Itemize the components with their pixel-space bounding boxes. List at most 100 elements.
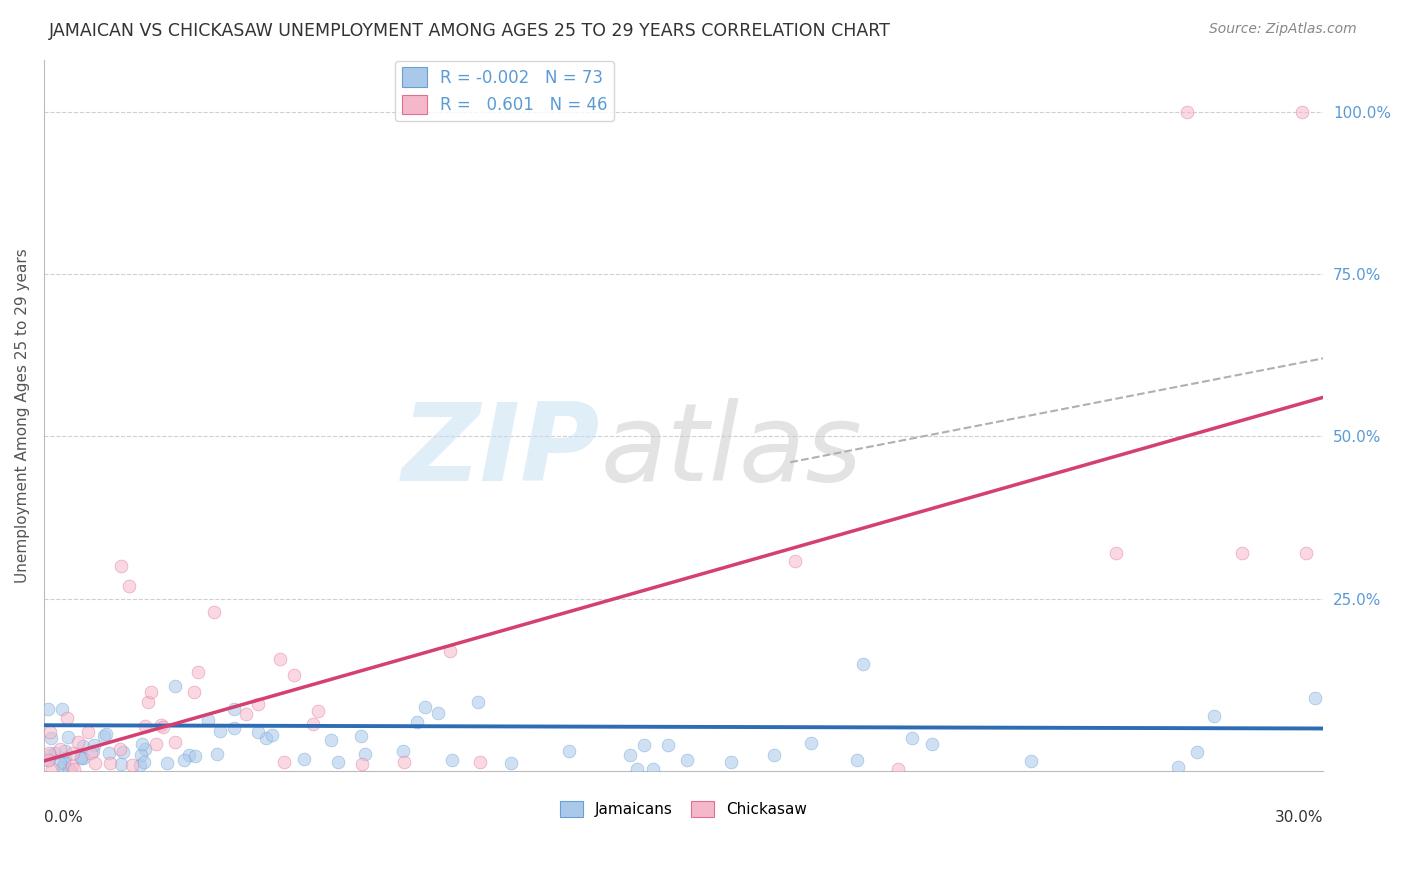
Point (51, 760, 73, 774)
Point (110, 559, 132, 574)
Point (557, 744, 579, 758)
Point (1232, 546, 1254, 560)
Point (121, 757, 143, 772)
Point (886, 762, 908, 776)
Point (720, 756, 742, 770)
Point (846, 753, 869, 767)
Point (499, 756, 522, 770)
Point (1202, 709, 1225, 723)
Point (62, 746, 84, 760)
Point (38, 725, 60, 739)
Point (269, 652, 291, 666)
Point (76, 725, 98, 739)
Point (321, 732, 343, 747)
Point (1295, 546, 1317, 560)
Point (52, 756, 75, 770)
Point (72, 739, 94, 753)
Point (800, 735, 823, 749)
Point (37, 702, 59, 716)
Point (49, 756, 72, 771)
Point (392, 755, 415, 769)
Point (247, 724, 270, 739)
Point (197, 713, 219, 727)
Text: atlas: atlas (600, 398, 862, 503)
Point (134, 741, 156, 756)
Point (852, 657, 875, 672)
Point (1303, 691, 1326, 706)
Point (145, 737, 167, 751)
Point (224, 702, 246, 716)
Point (152, 720, 174, 734)
Point (41, 762, 63, 776)
Point (82, 744, 104, 758)
Point (392, 744, 415, 758)
Point (38, 746, 60, 760)
Point (785, 554, 807, 568)
Point (209, 724, 232, 739)
Point (44, 747, 66, 761)
Point (262, 728, 284, 742)
Point (108, 741, 131, 756)
Point (112, 745, 135, 759)
Point (69, 750, 91, 764)
Point (235, 707, 257, 722)
Point (350, 730, 373, 744)
Point (139, 685, 162, 699)
Point (97, 746, 120, 760)
Point (56, 731, 79, 745)
Point (427, 706, 450, 721)
Point (762, 747, 785, 762)
Text: JAMAICAN VS CHICKASAW UNEMPLOYMENT AMONG AGES 25 TO 29 YEARS CORRELATION CHART: JAMAICAN VS CHICKASAW UNEMPLOYMENT AMONG… (49, 22, 891, 40)
Point (63, 762, 86, 776)
Point (132, 755, 155, 769)
Point (204, 605, 226, 619)
Point (439, 644, 461, 658)
Point (163, 735, 186, 749)
Point (94, 727, 117, 741)
Point (406, 715, 429, 730)
Point (58, 762, 80, 776)
Point (131, 737, 153, 751)
Point (110, 756, 132, 771)
Point (921, 737, 943, 751)
Point (657, 738, 679, 752)
Text: ZIP: ZIP (402, 398, 600, 504)
Point (901, 731, 924, 746)
Point (165, 679, 187, 693)
Point (55, 751, 77, 765)
Point (129, 747, 152, 762)
Point (49, 742, 72, 756)
Point (1167, 760, 1189, 774)
Point (183, 685, 205, 699)
Point (184, 749, 207, 764)
Point (51, 701, 73, 715)
Point (205, 747, 228, 761)
Point (273, 755, 295, 769)
Point (179, 748, 201, 763)
Point (1104, 546, 1126, 560)
Text: 30.0%: 30.0% (1275, 810, 1323, 825)
Point (619, 748, 641, 763)
Legend: R = -0.002   N = 73, R =   0.601   N = 46: R = -0.002 N = 73, R = 0.601 N = 46 (395, 61, 614, 121)
Point (156, 756, 179, 770)
Point (72, 750, 94, 764)
Point (60, 758, 83, 772)
Point (98, 756, 121, 770)
Point (134, 719, 156, 733)
Point (328, 755, 350, 769)
Point (283, 668, 305, 682)
Point (150, 718, 173, 732)
Point (173, 753, 195, 767)
Point (187, 665, 209, 680)
Y-axis label: Unemployment Among Ages 25 to 29 years: Unemployment Among Ages 25 to 29 years (15, 248, 30, 582)
Point (633, 739, 655, 753)
Point (1185, 745, 1208, 759)
Point (83, 738, 105, 752)
Point (353, 747, 375, 762)
Text: Source: ZipAtlas.com: Source: ZipAtlas.com (1209, 22, 1357, 37)
Point (84, 756, 107, 770)
Point (80, 746, 103, 760)
Point (1019, 755, 1042, 769)
Point (302, 716, 325, 731)
Point (1291, 104, 1313, 119)
